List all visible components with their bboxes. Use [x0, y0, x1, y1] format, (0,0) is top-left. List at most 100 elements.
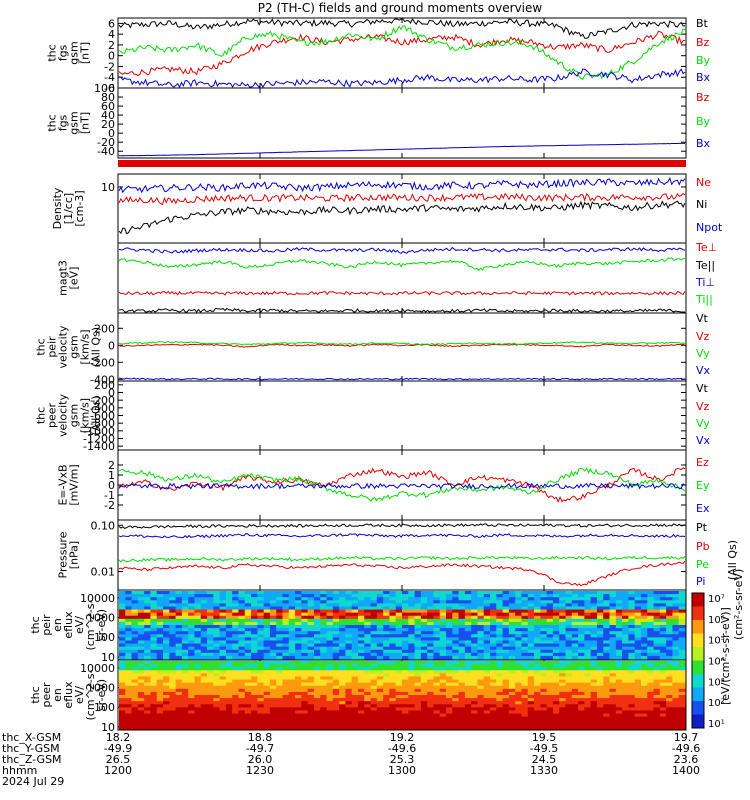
- heatmap-cell: [181, 691, 189, 696]
- heatmap-cell: [370, 682, 378, 687]
- heatmap-cell: [213, 661, 221, 665]
- heatmap-cell: [339, 698, 346, 702]
- heatmap-cell: [320, 713, 328, 718]
- heatmap-cell: [659, 609, 667, 614]
- heatmap-cell: [339, 600, 346, 604]
- heatmap-cell: [345, 609, 353, 614]
- heatmap-cell: [175, 676, 183, 681]
- heatmap-cell: [609, 646, 617, 651]
- heatmap-cell: [521, 609, 529, 614]
- heatmap-cell: [590, 673, 598, 678]
- heatmap-cell: [225, 640, 233, 645]
- heatmap-cell: [357, 637, 365, 642]
- heatmap-cell: [131, 618, 139, 623]
- legend-Ne: Ne: [696, 176, 711, 189]
- heatmap-cell: [578, 725, 585, 730]
- heatmap-cell: [395, 655, 403, 660]
- heatmap-cell: [295, 710, 302, 715]
- heatmap-cell: [345, 688, 353, 693]
- heatmap-cell: [269, 701, 277, 705]
- heatmap-cell: [395, 716, 403, 721]
- heatmap-cell: [163, 606, 170, 611]
- heatmap-cell: [590, 716, 598, 721]
- heatmap-cell: [163, 621, 170, 626]
- heatmap-cell: [640, 615, 648, 620]
- heatmap-cell: [232, 640, 240, 645]
- heatmap-cell: [326, 661, 334, 665]
- heatmap-cell: [458, 719, 466, 724]
- heatmap-cell: [163, 655, 170, 660]
- heatmap-cell: [647, 676, 655, 681]
- heatmap-cell: [508, 695, 516, 699]
- heatmap-cell: [175, 698, 183, 702]
- heatmap-cell: [584, 600, 592, 604]
- heatmap-cell: [383, 646, 391, 651]
- heatmap-cell: [672, 667, 680, 671]
- heatmap-cell: [383, 695, 391, 699]
- heatmap-cell: [477, 606, 485, 611]
- heatmap-cell: [169, 615, 177, 620]
- heatmap-cell: [452, 719, 460, 724]
- heatmap-cell: [596, 628, 604, 632]
- heatmap-cell: [351, 698, 359, 702]
- heatmap-cell: [496, 597, 504, 601]
- heatmap-cell: [565, 725, 573, 730]
- heatmap-cell: [427, 682, 435, 687]
- heatmap-cell: [376, 713, 384, 718]
- heatmap-cell: [546, 695, 554, 699]
- heatmap-cell: [471, 719, 479, 724]
- heatmap-cell: [590, 682, 598, 687]
- heatmap-cell: [647, 606, 655, 611]
- heatmap-cell: [640, 667, 648, 671]
- colorbar-cell: [692, 701, 704, 705]
- heatmap-cell: [464, 652, 472, 657]
- heatmap-cell: [125, 664, 133, 668]
- heatmap-cell: [666, 637, 674, 642]
- heatmap-cell: [584, 716, 592, 721]
- heatmap-cell: [653, 667, 661, 671]
- heatmap-cell: [119, 679, 126, 684]
- heatmap-cell: [295, 597, 302, 601]
- heatmap-cell: [666, 591, 674, 595]
- heatmap-cell: [257, 673, 265, 678]
- heatmap-cell: [200, 682, 208, 687]
- heatmap-cell: [427, 713, 435, 718]
- heatmap-cell: [313, 634, 321, 638]
- heatmap-cell: [559, 631, 567, 635]
- heatmap-cell: [244, 719, 252, 724]
- heatmap-cell: [678, 631, 686, 635]
- heatmap-cell: [345, 701, 353, 705]
- heatmap-cell: [219, 716, 227, 721]
- heatmap-cell: [307, 676, 315, 681]
- heatmap-cell: [370, 655, 378, 660]
- heatmap-cell: [213, 646, 221, 651]
- heatmap-cell: [678, 640, 686, 645]
- heatmap-cell: [578, 603, 585, 608]
- heatmap-cell: [156, 664, 164, 668]
- heatmap-cell: [207, 649, 214, 654]
- heatmap-cell: [596, 691, 604, 696]
- heatmap-cell: [251, 725, 258, 730]
- heatmap-cell: [219, 628, 227, 632]
- heatmap-cell: [144, 603, 152, 608]
- heatmap-cell: [446, 615, 453, 620]
- heatmap-cell: [609, 667, 617, 671]
- heatmap-cell: [307, 716, 315, 721]
- heatmap-cell: [282, 618, 290, 623]
- heatmap-cell: [439, 695, 447, 699]
- heatmap-cell: [332, 625, 340, 629]
- heatmap-cell: [647, 631, 655, 635]
- heatmap-cell: [490, 725, 497, 730]
- heatmap-cell: [251, 637, 258, 642]
- heatmap-cell: [269, 685, 277, 690]
- heatmap-cell: [477, 664, 485, 668]
- heatmap-cell: [207, 695, 214, 699]
- heatmap-cell: [301, 670, 309, 674]
- heatmap-cell: [596, 670, 604, 674]
- heatmap-cell: [402, 682, 409, 687]
- heatmap-cell: [156, 603, 164, 608]
- heatmap-cell: [640, 612, 648, 617]
- heatmap-cell: [615, 643, 623, 648]
- heatmap-cell: [540, 682, 548, 687]
- heatmap-cell: [584, 628, 592, 632]
